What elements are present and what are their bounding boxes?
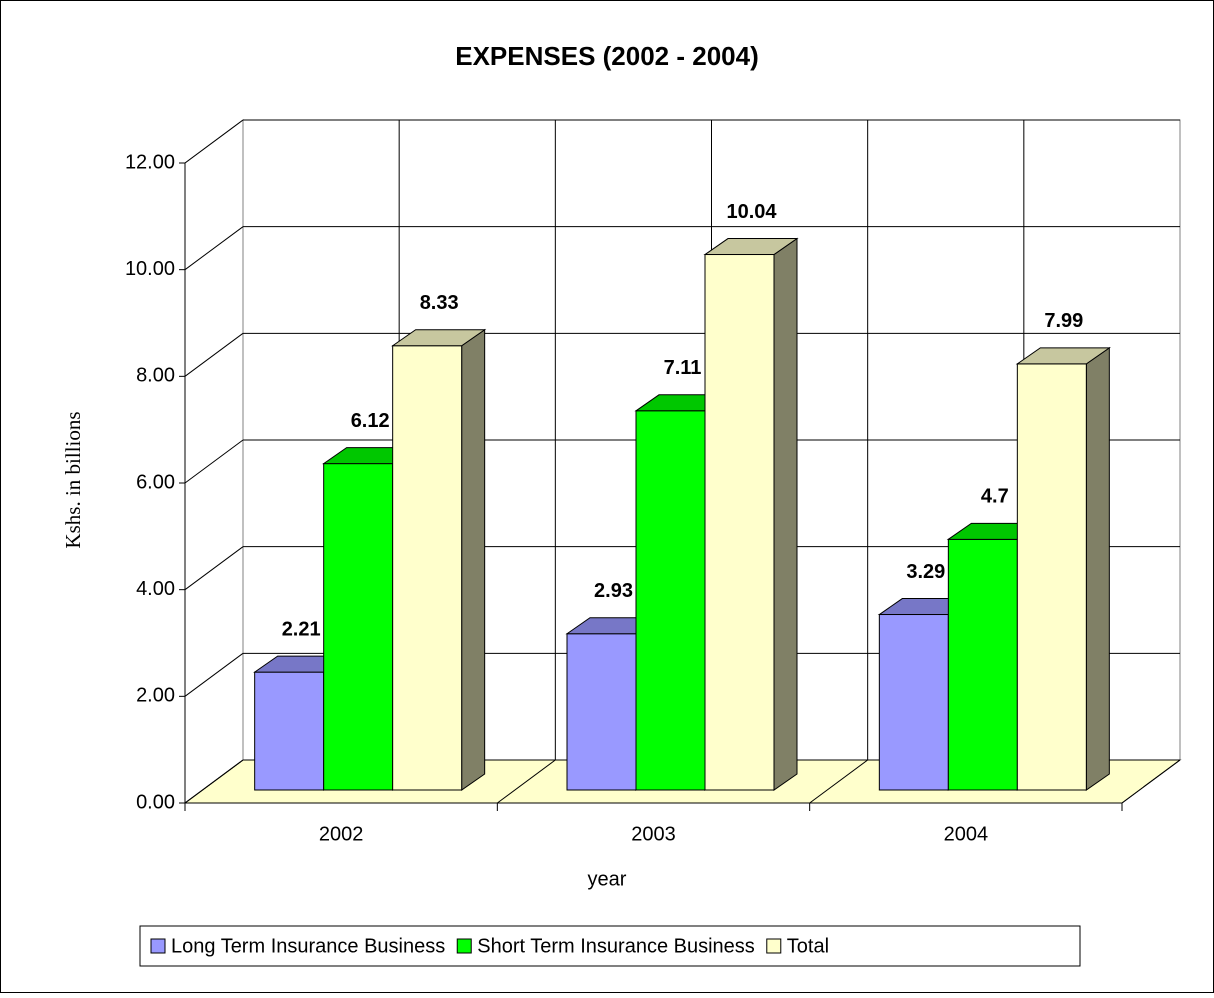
data-label: 8.33 [420, 292, 459, 314]
y-tick-label: 6.00 [136, 471, 175, 493]
side-grid-line [184, 439, 244, 484]
legend-label: Long Term Insurance Business [171, 935, 445, 957]
legend-swatch [456, 938, 472, 954]
y-tick-label: 12.00 [125, 151, 175, 173]
data-label: 2.21 [282, 618, 321, 640]
floor-line [1121, 759, 1181, 804]
y-tick-label: 10.00 [125, 258, 175, 280]
legend-label: Short Term Insurance Business [477, 935, 755, 957]
floor-line [184, 759, 244, 804]
bar-top [703, 238, 799, 256]
bar [392, 345, 463, 791]
side-grid-line [184, 546, 244, 591]
legend [139, 925, 1081, 967]
bar-side [1085, 346, 1110, 791]
data-label: 6.12 [351, 410, 390, 432]
side-grid-line [184, 226, 244, 271]
data-label: 7.11 [664, 357, 702, 379]
bar-side [461, 328, 486, 791]
data-label: 3.29 [906, 561, 945, 583]
x-tick-label: 2003 [631, 823, 676, 845]
bar [878, 614, 949, 791]
y-tick-label: 4.00 [136, 578, 175, 600]
y-tick-label: 2.00 [136, 685, 175, 707]
legend-label: Total [787, 935, 829, 957]
floor-line [809, 759, 868, 804]
data-label: 2.93 [594, 580, 633, 602]
bar [566, 633, 637, 791]
side-grid-line [184, 652, 244, 697]
y-tick-label: 8.00 [136, 365, 175, 387]
x-axis-title: year [588, 868, 627, 890]
bar [947, 538, 1018, 791]
data-label: 4.7 [981, 486, 1009, 508]
x-tick-label: 2002 [319, 823, 364, 845]
bar [254, 671, 325, 791]
legend-swatch [766, 938, 782, 954]
bar-top [1015, 347, 1111, 365]
bar [704, 254, 775, 791]
legend-swatch [150, 938, 166, 954]
bar [323, 463, 394, 791]
bar [635, 410, 706, 791]
side-grid-line [184, 119, 244, 164]
bar-top [391, 329, 487, 347]
floor-line [497, 759, 556, 804]
y-axis-title: Kshs. in billions [61, 411, 85, 548]
bar-side [773, 237, 798, 791]
data-label: 10.04 [726, 201, 777, 223]
bar [1016, 363, 1087, 791]
y-tick-label: 0.00 [136, 791, 175, 813]
chart-title: EXPENSES (2002 - 2004) [455, 41, 759, 71]
data-label: 7.99 [1044, 310, 1083, 332]
x-tick-label: 2004 [944, 823, 989, 845]
side-grid-line [184, 332, 244, 377]
